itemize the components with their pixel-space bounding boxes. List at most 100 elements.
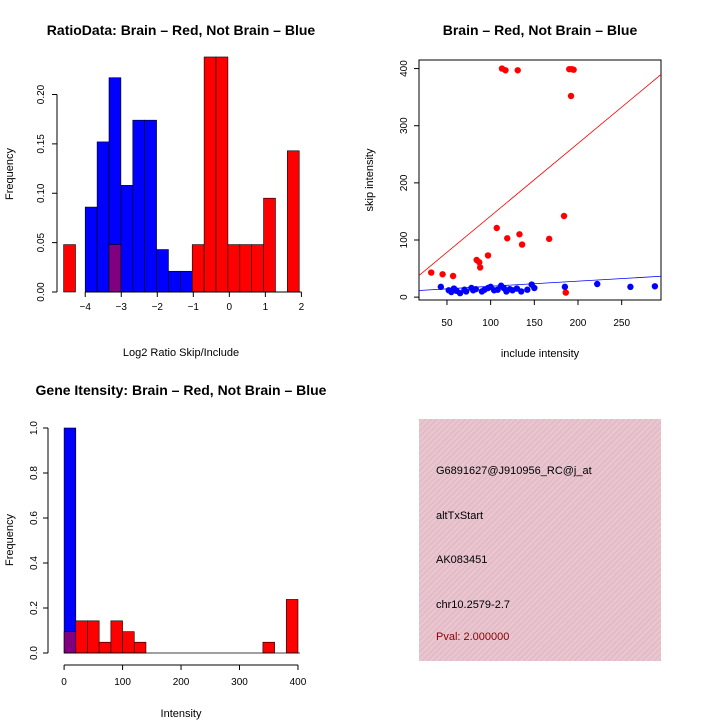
- ratio-bar-notbrain: [156, 249, 169, 293]
- fit-line-brain: [419, 74, 661, 276]
- ratio-bar-notbrain: [144, 119, 157, 293]
- ratio-bar-notbrain: [120, 185, 134, 293]
- scatter-x-tick-label: 250: [613, 318, 630, 329]
- fit-line-notbrain: [419, 275, 661, 291]
- scatter-point-brain: [428, 269, 435, 276]
- scatter-point-brain: [476, 264, 484, 271]
- ratio-bar-notbrain: [84, 206, 98, 293]
- scatter-y-tick-label: 200: [399, 174, 410, 191]
- intensity-bar-brain: [122, 631, 135, 654]
- scatter-point-notbrain: [462, 288, 470, 295]
- ratio-x-tick-label: 1: [263, 302, 269, 313]
- ratio-hist-title: RatioData: Brain – Red, Not Brain – Blue: [47, 22, 316, 38]
- scatter-point-notbrain: [524, 286, 531, 293]
- ratio-bar-notbrain: [96, 141, 110, 293]
- scatter-point-brain: [449, 272, 457, 280]
- ratio-x-tick-label: 2: [299, 302, 305, 313]
- scatter-point-notbrain: [437, 283, 445, 291]
- scatter-x-label: include intensity: [501, 348, 580, 360]
- ratio-bar-brain: [108, 244, 122, 293]
- ratio-bar-brain: [203, 56, 217, 293]
- scatter-point-brain: [502, 67, 509, 74]
- accession-text: AK083451: [436, 554, 488, 566]
- scatter-point-brain: [570, 66, 577, 73]
- scatter-x-tick-label: 100: [482, 318, 499, 329]
- scatter-x-tick-label: 50: [441, 318, 453, 329]
- scatter-y-label: skip intensity: [364, 148, 376, 211]
- intensity-y-tick-label: 0.6: [29, 511, 40, 525]
- pval-text: Pval: 2.000000: [436, 631, 510, 643]
- intensity-x-tick-label: 0: [61, 677, 67, 688]
- scatter-point-notbrain: [531, 284, 538, 292]
- intensity-bar-brain: [75, 620, 88, 654]
- ratio-bar-brain: [191, 244, 205, 293]
- ratio-bar-brain: [251, 244, 264, 293]
- intensity-bar-notbrain: [63, 427, 77, 654]
- ratio-bar-notbrain: [168, 270, 181, 293]
- probe-id-text: G6891627@J910956_RC@j_at: [436, 465, 592, 477]
- intensity-y-tick-label: 0.2: [29, 601, 40, 615]
- ratio-x-tick-label: −2: [152, 302, 164, 313]
- scatter-point-brain: [493, 224, 500, 232]
- ratio-y-tick-label: 0.10: [36, 183, 47, 203]
- intensity-x-label: Intensity: [161, 708, 202, 720]
- ratio-x-label: Log2 Ratio Skip/Include: [123, 347, 239, 359]
- intensity-y-label: Frequency: [4, 514, 16, 566]
- ratio-x-tick-label: −4: [80, 302, 92, 313]
- ratio-bar-notbrain: [132, 119, 145, 293]
- scatter-point-brain: [439, 271, 446, 278]
- location-text: chr10.2579-2.7: [436, 599, 510, 611]
- intensity-y-tick-label: 0.0: [29, 646, 40, 660]
- scatter-y-tick-label: 300: [399, 117, 410, 134]
- scatter-point-notbrain: [472, 285, 479, 293]
- scatter-point-notbrain: [651, 283, 659, 290]
- intensity-bar-brain: [63, 631, 77, 654]
- scatter-point-brain: [484, 252, 492, 259]
- intensity-bar-brain: [285, 599, 299, 654]
- scatter-y-tick-label: 400: [399, 60, 410, 77]
- intensity-y-tick-label: 1.0: [29, 421, 40, 435]
- ratio-y-tick-label: 0.15: [36, 134, 47, 154]
- ratio-y-tick-label: 0.05: [36, 232, 47, 252]
- intensity-y-tick-label: 0.8: [29, 466, 40, 480]
- intensity-bar-brain: [110, 620, 123, 654]
- scatter-plot-frame: [418, 59, 662, 301]
- intensity-hist-title: Gene Itensity: Brain – Red, Not Brain – …: [36, 382, 327, 398]
- ratio-x-tick-label: −3: [116, 302, 128, 313]
- gene-info-panel: G6891627@J910956_RC@j_at altTxStart AK08…: [419, 419, 661, 661]
- scatter-point-brain: [504, 235, 511, 242]
- intensity-x-tick-label: 100: [114, 677, 131, 688]
- ratio-x-tick-label: 0: [227, 302, 233, 313]
- scatter-point-brain: [560, 212, 568, 220]
- ratio-bar-brain: [63, 244, 76, 293]
- intensity-bar-brain: [98, 641, 112, 654]
- scatter-point-notbrain: [456, 289, 464, 297]
- scatter-point-notbrain: [627, 283, 634, 291]
- scatter-point-brain: [562, 289, 569, 296]
- ratio-bar-brain: [239, 244, 252, 293]
- scatter-point-brain: [518, 241, 526, 248]
- scatter-point-notbrain: [594, 280, 601, 288]
- ratio-bar-brain: [263, 197, 276, 293]
- intensity-x-tick-label: 300: [231, 677, 248, 688]
- intensity-bar-brain: [87, 620, 100, 654]
- scatter-point-brain: [567, 92, 575, 100]
- scatter-y-tick-label: 100: [399, 231, 410, 248]
- scatter-point-brain: [516, 231, 523, 238]
- scatter-x-tick-label: 200: [570, 318, 587, 329]
- ratio-bar-brain: [227, 244, 241, 293]
- event-type-text: altTxStart: [436, 510, 484, 522]
- scatter-point-notbrain: [518, 288, 525, 295]
- scatter-x-tick-label: 150: [526, 318, 543, 329]
- ratio-bar-brain: [215, 56, 229, 293]
- ratio-y-tick-label: 0.00: [36, 282, 47, 302]
- intensity-y-tick-label: 0.4: [29, 556, 40, 570]
- ratio-x-tick-label: −1: [188, 302, 200, 313]
- scatter-point-brain: [476, 259, 483, 266]
- intensity-x-tick-label: 400: [290, 677, 307, 688]
- intensity-x-tick-label: 200: [173, 677, 190, 688]
- scatter-point-brain: [545, 235, 553, 243]
- scatter-y-tick-label: 0: [399, 294, 410, 300]
